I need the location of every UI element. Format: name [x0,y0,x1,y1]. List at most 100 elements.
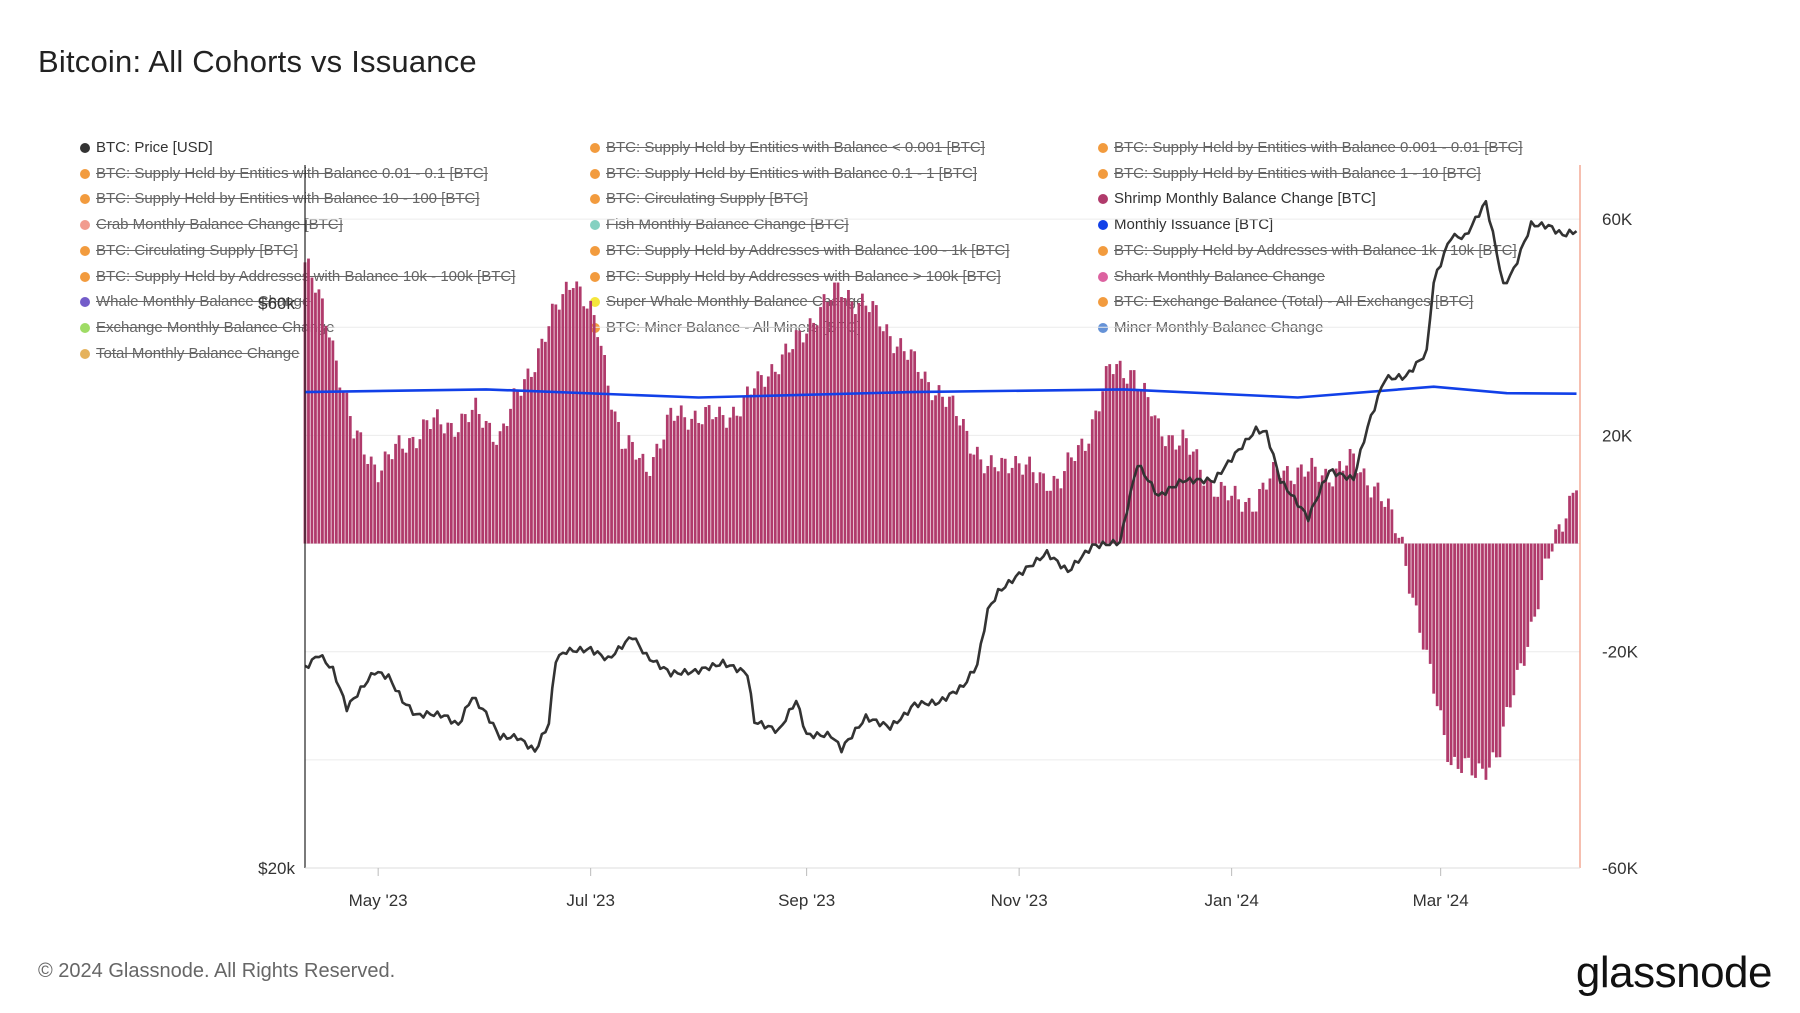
shrimp-bar [1150,416,1153,544]
shrimp-bar [557,309,561,544]
legend-item[interactable]: BTC: Circulating Supply [BTC] [80,241,298,261]
shrimp-bar [1575,490,1578,544]
shrimp-bar [1446,543,1450,762]
shrimp-bar [512,388,516,544]
shrimp-bar [756,371,760,544]
shrimp-bar [812,322,815,544]
shrimp-bar [1369,497,1373,544]
shrimp-bar [638,457,641,544]
shrimp-bar [366,463,370,544]
shrimp-bar [613,411,617,544]
legend-item[interactable]: Whale Monthly Balance Change [80,292,310,312]
legend-item[interactable]: BTC: Supply Held by Entities with Balanc… [1098,164,1481,184]
shrimp-bar [1442,543,1446,736]
shrimp-bar [770,364,774,544]
shrimp-bar [930,400,934,544]
shrimp-bar [1146,397,1150,544]
shrimp-bar [1090,419,1094,544]
shrimp-bar [888,336,892,544]
shrimp-bar [355,430,359,544]
shrimp-bar [916,371,920,544]
legend-item[interactable]: Total Monthly Balance Change [80,344,299,364]
shrimp-bar [1000,457,1004,544]
shrimp-bar [404,452,408,544]
legend-item[interactable]: BTC: Supply Held by Entities with Balanc… [80,189,480,209]
legend-dot-icon [1098,245,1108,256]
shrimp-bar [1223,485,1227,544]
shrimp-bar [526,368,530,544]
shrimp-bar [314,292,317,544]
shrimp-bar [505,426,509,544]
legend-item[interactable]: Monthly Issuance [BTC] [1098,215,1273,235]
shrimp-bar [429,429,432,544]
shrimp-bar [975,446,979,544]
shrimp-bar [1474,543,1477,778]
shrimp-bar [422,419,425,544]
shrimp-bar [561,294,565,544]
shrimp-bar [484,420,488,544]
legend-item[interactable]: BTC: Exchange Balance (Total) - All Exch… [1098,292,1473,312]
legend-dot-icon [80,271,90,282]
shrimp-bar [1272,461,1275,544]
legend-item[interactable]: BTC: Circulating Supply [BTC] [590,189,808,209]
legend-item[interactable]: Crab Monthly Balance Change [BTC] [80,215,343,235]
shrimp-bar [533,372,537,544]
legend-item[interactable]: BTC: Supply Held by Entities with Balanc… [1098,138,1523,158]
shrimp-bar [348,416,352,544]
legend-dot-icon [590,271,600,282]
shrimp-bar [1400,536,1404,544]
legend-item[interactable]: BTC: Price [USD] [80,138,213,158]
legend-item[interactable]: BTC: Supply Held by Entities with Balanc… [590,164,977,184]
legend-label: BTC: Supply Held by Addresses with Balan… [1114,241,1517,259]
shrimp-bar [1132,370,1136,544]
legend-label: BTC: Supply Held by Addresses with Balan… [606,267,1001,285]
shrimp-bar [641,453,645,544]
shrimp-bar [376,482,380,544]
shrimp-bar [1432,543,1436,694]
shrimp-bar [523,379,526,544]
shrimp-bar [951,395,955,544]
legend-item[interactable]: Fish Monthly Balance Change [BTC] [590,215,849,235]
legend-dot-icon [1098,297,1108,308]
shrimp-bar [1477,543,1481,764]
shrimp-bar [1080,438,1084,544]
shrimp-bar [1529,543,1533,622]
shrimp-bar [1515,543,1519,670]
legend-item[interactable]: Shrimp Monthly Balance Change [BTC] [1098,189,1376,209]
shrimp-bar [902,351,906,544]
shrimp-bar [909,349,913,544]
legend-dot-icon [590,245,600,256]
shrimp-bar [620,448,624,544]
shrimp-bar [881,331,885,544]
price-line [304,199,1578,754]
shrimp-bar [1118,360,1122,544]
shrimp-bar [728,417,732,544]
legend-item[interactable]: BTC: Supply Held by Addresses with Balan… [1098,241,1517,261]
legend-item[interactable]: Shark Monthly Balance Change [1098,267,1325,287]
shrimp-bar [345,392,349,544]
legend-item[interactable]: BTC: Supply Held by Entities with Balanc… [590,138,985,158]
legend-item[interactable]: BTC: Supply Held by Addresses with Balan… [590,267,1001,287]
shrimp-bar [317,289,321,544]
legend-item[interactable]: Super Whale Monthly Balance Change [590,292,865,312]
legend-dot-icon [590,168,600,179]
shrimp-bar [418,439,422,544]
legend-dot-icon [80,348,90,359]
shrimp-bar [822,294,826,544]
x-axis-tick-label: Sep '23 [778,891,835,910]
shrimp-bar [843,298,847,544]
shrimp-bar [1571,492,1575,544]
legend-item[interactable]: BTC: Supply Held by Addresses with Balan… [590,241,1010,261]
shrimp-bar [1160,436,1164,544]
legend-dot-icon [1098,220,1108,231]
shrimp-bar [1083,450,1087,544]
shrimp-bar [934,395,937,544]
shrimp-bar [481,427,485,544]
shrimp-bar [624,448,627,544]
legend-item[interactable]: BTC: Supply Held by Entities with Balanc… [80,164,488,184]
shrimp-bar [982,473,986,544]
legend-label: BTC: Supply Held by Entities with Balanc… [1114,139,1523,156]
shrimp-bar [658,448,662,544]
legend-item[interactable]: Exchange Monthly Balance Change [80,318,335,338]
legend-dot-icon [80,168,90,179]
